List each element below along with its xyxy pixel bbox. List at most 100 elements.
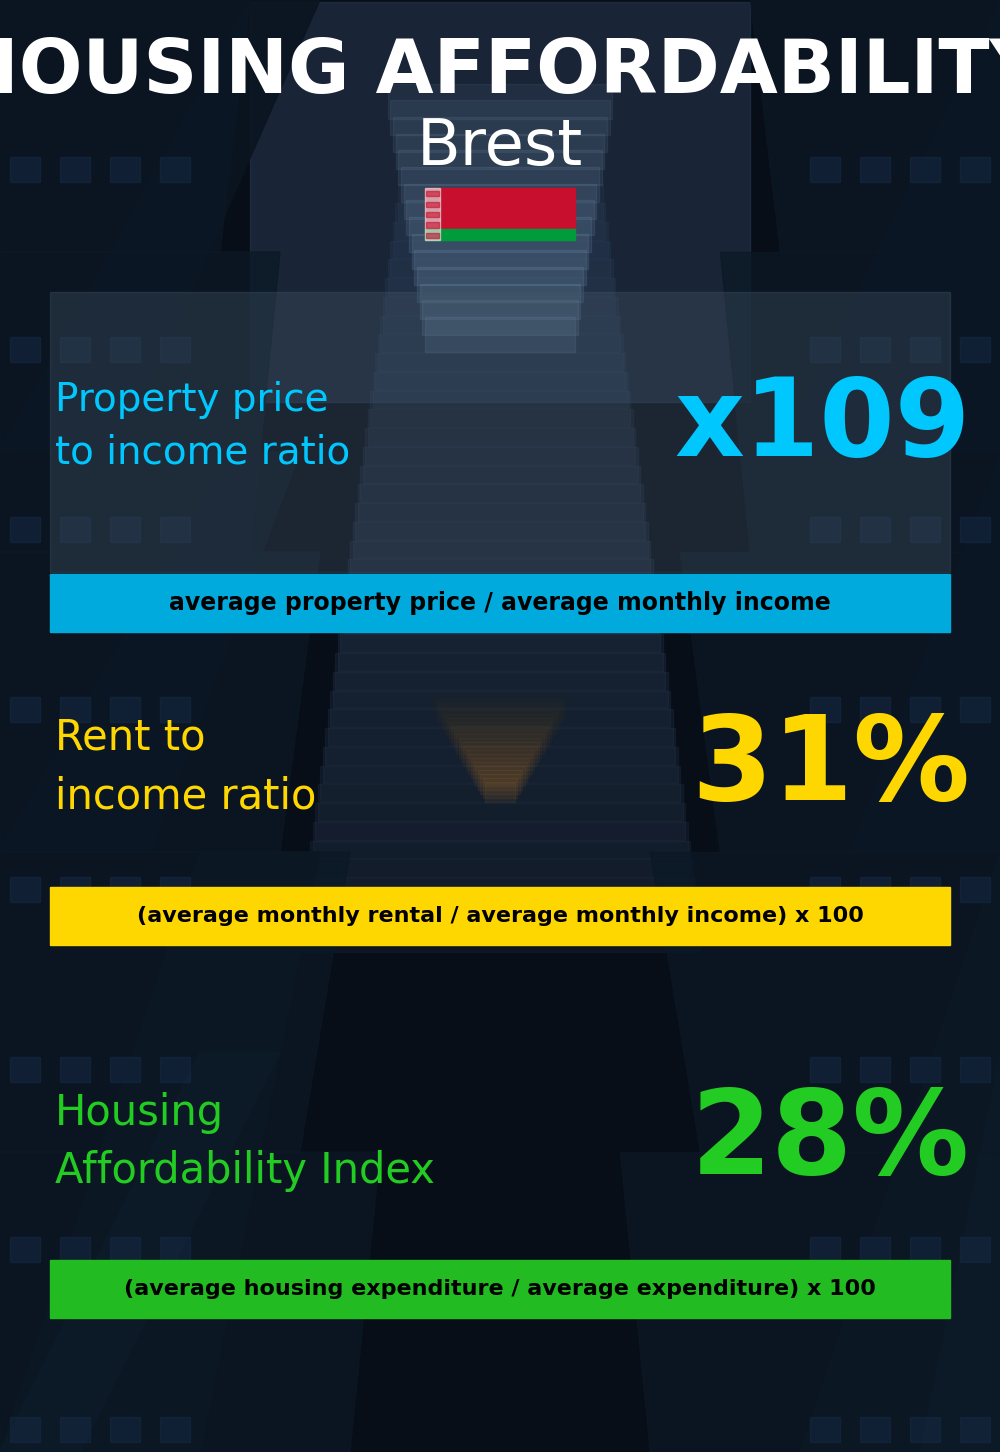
Bar: [426, 232, 439, 238]
Bar: [50, 574, 950, 632]
Bar: [417, 267, 583, 302]
Bar: [110, 1057, 140, 1082]
Bar: [466, 751, 534, 770]
Bar: [345, 578, 655, 614]
Bar: [10, 157, 40, 182]
Bar: [388, 84, 612, 119]
Bar: [860, 157, 890, 182]
Bar: [437, 701, 563, 722]
Bar: [348, 559, 652, 595]
Bar: [308, 860, 692, 896]
Bar: [330, 691, 670, 727]
Bar: [10, 1057, 40, 1082]
Bar: [860, 877, 890, 902]
Text: (average monthly rental / average monthly income) x 100: (average monthly rental / average monthl…: [137, 906, 863, 926]
Bar: [439, 706, 561, 726]
Bar: [860, 337, 890, 362]
Bar: [160, 517, 190, 542]
Bar: [425, 187, 440, 240]
Bar: [447, 717, 553, 738]
Bar: [360, 466, 640, 502]
Bar: [461, 742, 539, 762]
Bar: [340, 616, 660, 652]
Bar: [60, 337, 90, 362]
Bar: [426, 212, 439, 218]
Bar: [960, 697, 990, 722]
Bar: [110, 1237, 140, 1262]
Bar: [10, 517, 40, 542]
Bar: [382, 298, 618, 334]
Bar: [960, 1237, 990, 1262]
Bar: [315, 803, 685, 839]
Polygon shape: [0, 552, 320, 852]
Bar: [960, 157, 990, 182]
Bar: [160, 877, 190, 902]
Bar: [395, 203, 605, 240]
Bar: [910, 697, 940, 722]
Polygon shape: [0, 0, 250, 253]
Bar: [372, 372, 628, 408]
Bar: [10, 877, 40, 902]
Text: 28%: 28%: [691, 1085, 970, 1199]
Bar: [860, 1057, 890, 1082]
Bar: [110, 697, 140, 722]
Bar: [426, 222, 439, 228]
Bar: [160, 1417, 190, 1442]
Bar: [10, 1237, 40, 1262]
Bar: [449, 722, 551, 742]
Polygon shape: [0, 253, 280, 552]
Polygon shape: [780, 0, 1000, 452]
Bar: [362, 447, 638, 484]
Bar: [426, 202, 439, 206]
Bar: [60, 517, 90, 542]
Text: 31%: 31%: [691, 710, 970, 825]
Text: Brest: Brest: [417, 116, 583, 179]
Bar: [422, 301, 578, 335]
Bar: [60, 697, 90, 722]
Bar: [401, 167, 599, 202]
Bar: [442, 710, 558, 730]
Bar: [960, 1057, 990, 1082]
Bar: [485, 783, 515, 802]
Text: Property price
to income ratio: Property price to income ratio: [55, 380, 350, 472]
Bar: [305, 878, 695, 915]
Bar: [435, 698, 565, 717]
Bar: [471, 758, 529, 778]
Bar: [60, 1237, 90, 1262]
Polygon shape: [800, 852, 1000, 1452]
Bar: [10, 1417, 40, 1442]
Bar: [454, 730, 546, 751]
Polygon shape: [0, 852, 350, 1151]
Bar: [60, 877, 90, 902]
Bar: [338, 635, 662, 671]
Bar: [473, 762, 527, 783]
Bar: [300, 916, 700, 953]
Bar: [425, 228, 575, 240]
Text: HOUSING AFFORDABILITY: HOUSING AFFORDABILITY: [0, 35, 1000, 109]
Bar: [960, 1417, 990, 1442]
Polygon shape: [0, 1053, 280, 1452]
Bar: [456, 735, 544, 754]
Bar: [860, 1237, 890, 1262]
Bar: [110, 337, 140, 362]
Bar: [396, 134, 604, 168]
Bar: [370, 391, 630, 427]
Bar: [320, 765, 680, 802]
Bar: [810, 337, 840, 362]
Bar: [960, 517, 990, 542]
Bar: [390, 100, 610, 135]
Bar: [398, 184, 602, 221]
Bar: [60, 1057, 90, 1082]
Bar: [110, 517, 140, 542]
Polygon shape: [920, 1053, 1000, 1452]
Bar: [810, 1057, 840, 1082]
Text: (average housing expenditure / average expenditure) x 100: (average housing expenditure / average e…: [124, 1279, 876, 1300]
Bar: [425, 317, 575, 351]
Bar: [480, 774, 520, 794]
Bar: [160, 1237, 190, 1262]
Bar: [392, 222, 608, 258]
Bar: [328, 710, 672, 746]
Bar: [810, 1417, 840, 1442]
Bar: [427, 685, 573, 706]
Bar: [160, 1057, 190, 1082]
